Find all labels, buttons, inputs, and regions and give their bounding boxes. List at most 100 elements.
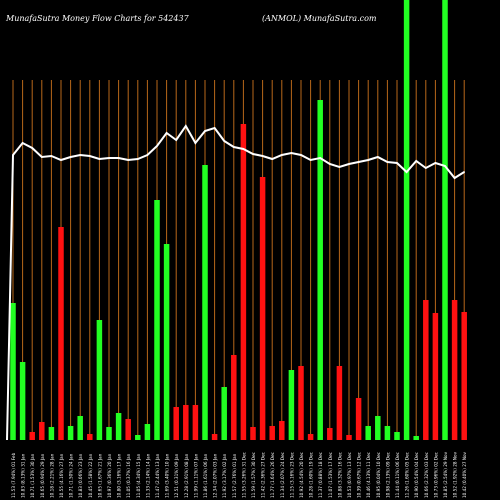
flow-point <box>233 146 235 148</box>
x-tick-label: 10.73 (0.96%) 02 Dec <box>433 451 438 498</box>
x-tick-label: 11.77 (1.64%) 26 Dec <box>270 451 275 498</box>
flow-point <box>290 152 293 154</box>
x-tick-label: 10.71 (1.50%) 24 Jan <box>69 453 74 498</box>
flow-point <box>434 162 437 164</box>
bar <box>221 387 227 440</box>
x-tick-label: 11.57 (2.76%) 01 Jan <box>232 453 237 498</box>
bar <box>250 427 256 440</box>
bar <box>211 434 218 440</box>
flow-point <box>386 161 389 163</box>
x-tick-label: 10.95 (0.04%) 10 Dec <box>376 451 381 498</box>
flow-point <box>300 154 302 156</box>
bar <box>240 124 247 440</box>
bar <box>375 416 381 440</box>
x-tick-label: 11.59 (1.57%) 30 Dec <box>251 451 256 498</box>
chart-title: MunafaSutra Money Flow Charts for 542437 <box>6 14 189 23</box>
flow-point <box>98 158 101 160</box>
bar <box>183 405 189 440</box>
flow-point <box>415 160 418 162</box>
flow-point <box>319 157 322 159</box>
flow-point <box>338 166 341 168</box>
flow-point <box>213 127 216 129</box>
x-tick-label: 10.42 (0.40%) 27 Nov <box>462 451 467 498</box>
x-tick-label: 11.53 (7.94%) 01 Feb <box>11 452 16 498</box>
flow-point <box>89 155 91 157</box>
x-tick-label: 11.86 (1.61%) 06 Jan <box>203 453 208 498</box>
bar <box>125 419 131 440</box>
x-tick-label: 11.69 (3.40%) 10 Jan <box>165 453 170 498</box>
bar <box>231 355 237 440</box>
bar <box>154 200 160 440</box>
flow-point <box>242 148 245 150</box>
bar <box>288 370 295 440</box>
bar <box>355 398 362 440</box>
x-tick-label: 11.26 (1.60%) 05 Dec <box>405 451 410 498</box>
x-tick-label: 10.90 (0.54%) 04 Dec <box>414 451 419 498</box>
x-tick-label: 11.34 (2.07%) 24 Dec <box>280 451 285 498</box>
bar <box>29 432 35 440</box>
x-tick-label: 10.65 (1.67%) 21 Jan <box>97 453 102 498</box>
flow-point <box>60 159 62 161</box>
flow-point <box>165 132 168 134</box>
bar <box>403 0 410 440</box>
flow-point <box>377 156 379 158</box>
flow-point <box>348 163 350 165</box>
x-tick-label: 10.45 (1.58%) 22 Jan <box>88 453 93 498</box>
flow-point <box>463 171 466 173</box>
bar <box>423 300 429 440</box>
flow-point <box>329 163 331 165</box>
x-tick-label: 10.55 (4.16%) 27 Jan <box>59 453 64 498</box>
bar <box>432 313 439 440</box>
x-tick-label: 10.52 (1.92%) 28 Nov <box>453 451 458 498</box>
bars <box>10 0 467 440</box>
x-tick-label: 12.51 (0.31%) 09 Jan <box>174 453 179 498</box>
x-tick-label: 11.05 (0.37%) 16 Jan <box>126 453 131 498</box>
bar <box>106 427 112 440</box>
flow-point <box>79 154 81 156</box>
flow-point <box>396 162 398 164</box>
flow-point <box>357 161 360 163</box>
flow-point <box>69 156 72 158</box>
x-tick-label: 10.28 (1.60%) 19 Dec <box>309 451 314 498</box>
x-tick-label: 10.83 (0.06%) 23 Jan <box>78 453 83 498</box>
bar <box>144 424 151 440</box>
x-tick-label: 10.71 (1.53%) 30 Jan <box>30 453 35 498</box>
bar <box>279 421 285 440</box>
flow-point <box>156 145 158 147</box>
flow-point <box>31 147 33 149</box>
flow-point <box>41 156 43 158</box>
flow-point <box>271 158 274 160</box>
x-tick-label: 10.39 (0.67%) 12 Dec <box>357 451 362 498</box>
x-tick-label: 10.83 (8.13%) 31 Jan <box>21 453 26 498</box>
x-tick-label: 10.80 (3.16%) 17 Jan <box>117 453 122 498</box>
bar <box>269 426 275 440</box>
flow-point <box>261 155 264 157</box>
flow-point <box>281 154 283 156</box>
x-tick-label: 10.98 (2.13%) 09 Dec <box>385 451 390 498</box>
flow-line-layer <box>6 124 466 441</box>
flow-point <box>185 125 187 127</box>
bar <box>67 426 74 440</box>
x-tick-label: 10.53 (0.97%) 13 Dec <box>347 451 352 498</box>
flow-point <box>108 157 110 159</box>
flow-point <box>21 142 24 144</box>
bar <box>327 428 333 440</box>
bar <box>365 426 371 440</box>
bar <box>19 362 26 440</box>
flow-point <box>117 157 120 159</box>
x-tick-label: 11.15 (3.16%) 23 Dec <box>289 451 294 498</box>
gridlines <box>12 80 465 440</box>
x-tick-label: 11.92 (3.17%) 02 Jan <box>222 453 227 498</box>
x-tick-label: 12.28 (2.91%) 08 Jan <box>184 453 189 498</box>
bar <box>384 426 391 440</box>
flow-point <box>444 165 446 167</box>
bar <box>192 405 199 440</box>
x-tick-label: 11.07 (1.53%) 17 Dec <box>328 451 333 498</box>
x-tick-label: 10.92 (4.54%) 20 Dec <box>299 451 304 498</box>
bar <box>87 434 93 440</box>
flow-point <box>175 139 177 141</box>
x-tick-label: 11.05 (4.34%) 15 Jan <box>136 453 141 498</box>
x-tick-label: 10.88 (3.32%) 16 Dec <box>337 451 342 498</box>
x-tick-label: 10.66 (2.32%) 03 Dec <box>424 451 429 498</box>
bar <box>96 320 103 440</box>
